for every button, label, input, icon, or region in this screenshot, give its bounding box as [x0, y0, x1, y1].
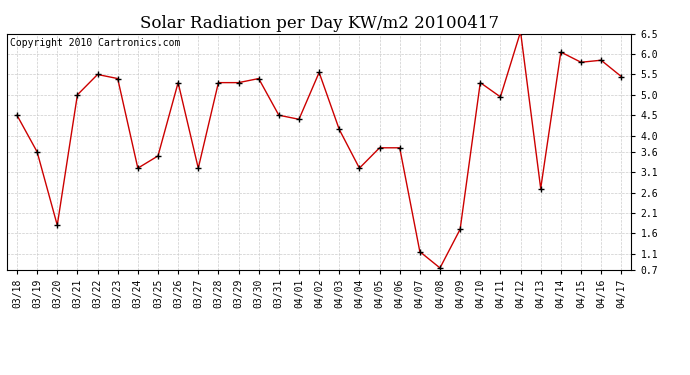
- Text: Copyright 2010 Cartronics.com: Copyright 2010 Cartronics.com: [10, 39, 180, 48]
- Title: Solar Radiation per Day KW/m2 20100417: Solar Radiation per Day KW/m2 20100417: [139, 15, 499, 32]
